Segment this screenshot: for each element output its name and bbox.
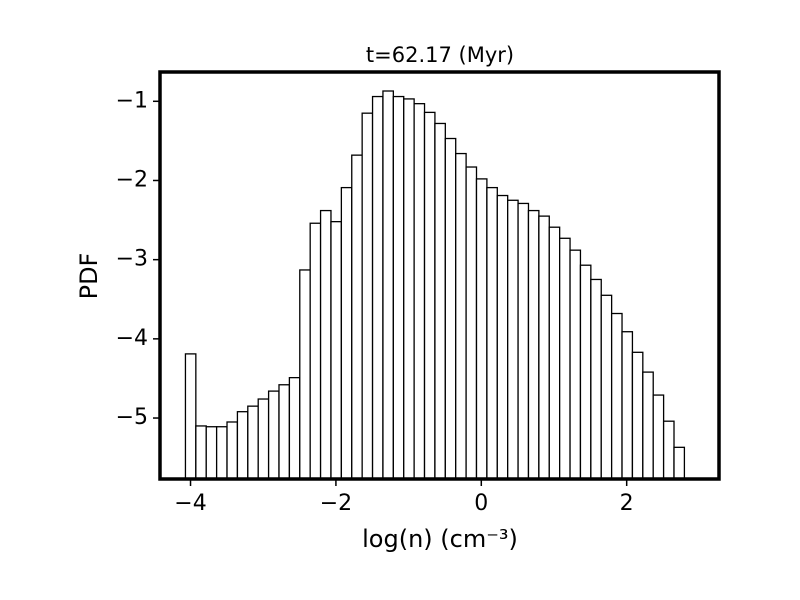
bar <box>195 425 207 480</box>
bar <box>226 421 239 480</box>
bar <box>538 215 550 480</box>
bar <box>517 202 530 480</box>
x-tick-label: −4 <box>174 491 206 516</box>
bar <box>278 384 291 480</box>
bar <box>631 351 644 480</box>
chart-title: t=62.17 (Myr) <box>366 43 514 67</box>
bar <box>257 398 270 480</box>
y-tick-label: −2 <box>116 167 148 192</box>
y-tick-label: −1 <box>116 88 148 113</box>
bar <box>361 112 374 480</box>
y-tick-label: −3 <box>116 247 148 272</box>
bar <box>330 221 343 480</box>
x-tick-label: −2 <box>320 491 352 516</box>
bar <box>184 353 197 480</box>
bar <box>309 222 322 480</box>
bar <box>267 390 280 480</box>
bar <box>475 178 488 480</box>
bar <box>413 103 426 480</box>
bar <box>236 411 249 480</box>
bar <box>507 199 519 480</box>
y-axis-label: PDF <box>75 253 103 300</box>
bar <box>527 209 540 480</box>
plot-frame <box>158 70 721 481</box>
bar <box>423 111 436 480</box>
bar <box>610 312 623 480</box>
bar <box>371 95 384 480</box>
bar <box>403 98 415 480</box>
bar <box>215 426 228 480</box>
bar <box>465 166 478 480</box>
bar <box>673 446 686 480</box>
bar <box>434 122 446 480</box>
bar <box>569 249 582 480</box>
bar <box>382 90 394 480</box>
bar <box>486 186 498 480</box>
bar <box>299 269 311 480</box>
bar <box>247 405 259 480</box>
bar <box>455 152 467 480</box>
bar <box>205 426 218 480</box>
x-tick-label: 2 <box>620 491 634 516</box>
bar <box>642 371 654 480</box>
bar <box>444 137 457 480</box>
bar <box>288 376 301 480</box>
bar <box>662 420 675 480</box>
x-axis-label: log(n) (cm⁻³) <box>362 525 518 553</box>
bar <box>600 294 613 480</box>
y-tick-label: −4 <box>116 326 148 351</box>
bar <box>351 154 363 480</box>
bar <box>319 209 332 480</box>
bar <box>652 394 665 480</box>
bar <box>559 237 571 480</box>
bar <box>340 186 353 480</box>
bar <box>496 194 509 480</box>
bar <box>548 226 561 480</box>
y-tick-label: −5 <box>116 405 148 430</box>
bar <box>579 264 592 480</box>
bar <box>590 278 602 480</box>
bar <box>392 95 405 480</box>
bar <box>621 331 634 480</box>
x-tick-label: 0 <box>474 491 488 516</box>
